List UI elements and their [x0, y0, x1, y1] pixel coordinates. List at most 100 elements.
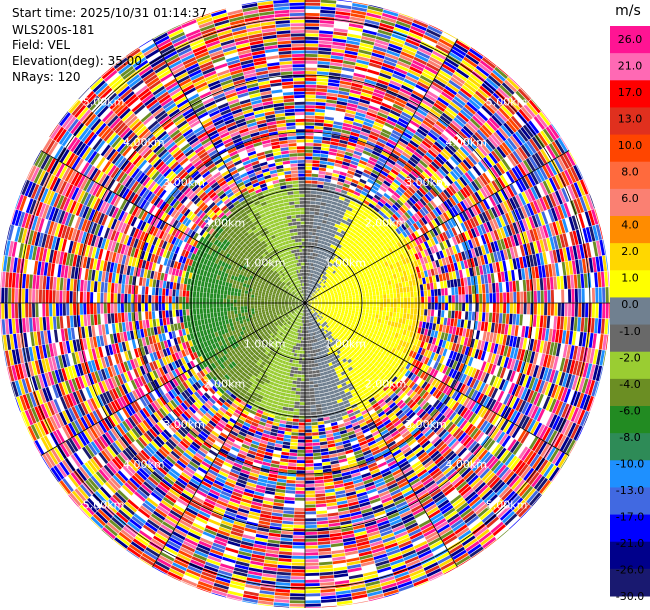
velocity-gate: [334, 163, 342, 168]
velocity-gate: [339, 84, 351, 89]
velocity-gate: [369, 292, 373, 297]
velocity-gate: [382, 205, 390, 212]
velocity-gate: [431, 105, 444, 115]
velocity-gate: [324, 485, 335, 490]
velocity-gate: [360, 261, 365, 266]
velocity-gate: [393, 293, 397, 299]
velocity-gate: [400, 154, 409, 162]
velocity-gate: [305, 242, 309, 245]
velocity-gate: [545, 194, 554, 209]
velocity-gate: [419, 102, 431, 111]
velocity-gate: [345, 176, 353, 182]
velocity-gate: [314, 115, 325, 120]
velocity-gate: [364, 275, 369, 280]
velocity-gate: [343, 158, 352, 164]
velocity-gate: [339, 211, 345, 216]
velocity-gate: [320, 444, 328, 449]
velocity-gate: [539, 197, 547, 211]
velocity-gate: [439, 94, 452, 104]
velocity-gate: [305, 36, 319, 40]
velocity-gate: [559, 248, 565, 262]
velocity-gate: [440, 281, 444, 289]
velocity-gate: [391, 194, 399, 202]
velocity-gate: [319, 292, 323, 295]
velocity-gate: [418, 278, 423, 285]
velocity-gate: [464, 172, 474, 183]
velocity-gate: [555, 263, 560, 277]
velocity-gate: [361, 223, 367, 229]
velocity-gate: [486, 221, 493, 232]
velocity-gate: [307, 290, 309, 294]
velocity-gate: [440, 35, 455, 46]
velocity-gate: [467, 120, 479, 131]
velocity-gate: [381, 232, 387, 239]
velocity-gate: [396, 17, 413, 26]
velocity-gate: [333, 282, 337, 286]
velocity-gate: [323, 230, 328, 235]
velocity-gate: [595, 224, 602, 240]
velocity-gate: [350, 86, 362, 92]
velocity-gate: [337, 199, 344, 204]
velocity-gate: [324, 206, 331, 211]
velocity-gate: [446, 280, 451, 288]
velocity-gate: [426, 90, 439, 100]
velocity-gate: [313, 384, 319, 388]
velocity-gate: [391, 223, 398, 230]
velocity-gate: [381, 66, 394, 73]
velocity-gate: [490, 241, 496, 253]
velocity-gate: [443, 265, 449, 273]
velocity-gate: [311, 293, 315, 296]
velocity-gate: [546, 237, 552, 251]
velocity-gate: [519, 244, 526, 257]
velocity-gate: [385, 161, 394, 169]
velocity-gate: [386, 311, 390, 317]
velocity-gate: [377, 29, 393, 37]
velocity-gate: [314, 122, 324, 127]
velocity-gate: [373, 206, 380, 213]
velocity-gate: [535, 227, 543, 240]
velocity-gate: [595, 287, 599, 303]
velocity-gate: [392, 165, 401, 173]
velocity-gate: [344, 289, 348, 293]
velocity-gate: [387, 158, 396, 166]
velocity-gate: [314, 290, 317, 294]
velocity-gate: [316, 407, 322, 412]
velocity-gate: [305, 255, 308, 259]
velocity-gate: [315, 301, 319, 303]
velocity-gate: [373, 45, 387, 53]
velocity-gate: [583, 317, 588, 333]
velocity-gate: [553, 316, 558, 329]
velocity-gate: [358, 134, 369, 141]
velocity-gate: [355, 291, 359, 295]
velocity-gate: [417, 145, 428, 154]
velocity-gate: [459, 200, 468, 211]
velocity-gate: [305, 77, 317, 81]
velocity-gate: [355, 245, 361, 250]
velocity-gate: [343, 183, 350, 188]
velocity-gate: [485, 184, 494, 195]
velocity-gate: [488, 182, 497, 194]
velocity-gate: [305, 201, 311, 204]
velocity-gate: [309, 381, 314, 385]
velocity-gate: [467, 51, 482, 62]
velocity-gate: [396, 288, 400, 294]
velocity-gate: [437, 118, 449, 128]
velocity-gate: [503, 226, 510, 238]
velocity-gate: [325, 288, 329, 291]
velocity-gate: [394, 100, 406, 108]
velocity-gate: [368, 313, 372, 317]
velocity-gate: [501, 214, 509, 226]
velocity-gate: [324, 295, 328, 298]
velocity-gate: [403, 191, 411, 199]
velocity-gate: [329, 236, 334, 241]
velocity-gate: [305, 91, 316, 95]
velocity-gate: [391, 129, 402, 137]
velocity-gate: [576, 180, 586, 196]
velocity-gate: [438, 303, 442, 310]
velocity-gate: [343, 287, 347, 291]
velocity-gate: [327, 158, 336, 163]
velocity-gate: [514, 165, 524, 178]
velocity-gate: [347, 188, 355, 194]
velocity-gate: [339, 301, 342, 303]
velocity-gate: [495, 129, 507, 142]
